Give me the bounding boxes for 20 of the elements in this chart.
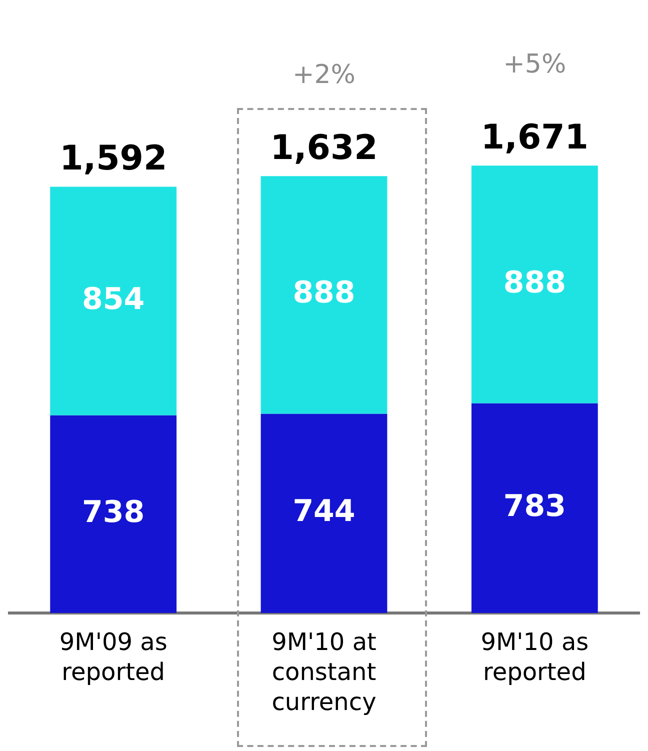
x-tick-label: 9M'09 as reported xyxy=(59,628,168,686)
data-label: 744 xyxy=(292,494,356,530)
bar xyxy=(50,186,177,416)
data-label: 738 xyxy=(82,495,145,530)
total-label: 1,671 xyxy=(480,117,588,158)
total-label: 1,632 xyxy=(270,128,378,168)
bar xyxy=(471,166,598,404)
bar xyxy=(471,403,598,613)
bar xyxy=(260,414,388,613)
total-label: 1,592 xyxy=(60,138,168,179)
bar xyxy=(50,415,177,613)
data-label: 888 xyxy=(292,276,356,311)
text: +2% xyxy=(292,60,356,90)
data-label: 783 xyxy=(503,488,566,524)
bar xyxy=(260,176,388,414)
x-tick-label: 9M'10 as reported xyxy=(480,628,589,686)
x-tick-label: 9M'10 at constant currency xyxy=(272,628,376,716)
text: +5% xyxy=(503,49,566,80)
data-label: 854 xyxy=(82,282,145,317)
data-label: 888 xyxy=(503,265,566,300)
